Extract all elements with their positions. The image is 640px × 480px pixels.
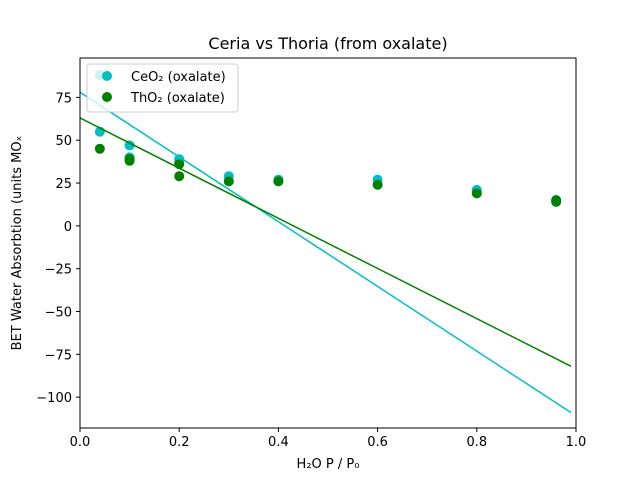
- x-tick-label: 0.6: [367, 435, 388, 450]
- y-axis: 75 50 25 0 −25 −50 −75 −100: [36, 91, 80, 406]
- x-tick-label: 1.0: [566, 435, 587, 450]
- y-tick-label: 50: [55, 134, 72, 149]
- data-point-tho2: [124, 155, 135, 166]
- y-tick-label: −100: [36, 391, 72, 406]
- x-tick-label: 0.8: [466, 435, 487, 450]
- x-tick-label: 0.4: [268, 435, 289, 450]
- plot-frame: [79, 57, 577, 429]
- y-tick-label: −50: [45, 306, 72, 321]
- data-point-tho2: [551, 196, 562, 207]
- fit-line-tho2: [80, 117, 572, 368]
- y-tick-label: 75: [55, 91, 72, 106]
- x-tick-label: 0.0: [70, 435, 91, 450]
- chart-title: Ceria vs Thoria (from oxalate): [208, 34, 447, 53]
- data-point-tho2: [174, 171, 185, 182]
- data-point-ceo2: [124, 140, 135, 151]
- legend-label-tho2: ThO₂ (oxalate): [130, 91, 225, 106]
- x-axis-label: H₂O P / P₀: [297, 457, 360, 472]
- legend-box: [86, 63, 239, 113]
- data-point-tho2: [372, 179, 383, 190]
- data-point-tho2: [223, 176, 234, 187]
- y-tick-label: 0: [64, 220, 72, 235]
- x-axis: 0.0 0.2 0.4 0.6 0.8 1.0: [70, 428, 587, 450]
- legend-label-ceo2: CeO₂ (oxalate): [131, 70, 226, 85]
- y-tick-label: −25: [45, 263, 72, 278]
- data-point-tho2: [471, 188, 482, 199]
- data-point-tho2: [94, 143, 105, 154]
- data-point-tho2: [273, 176, 284, 187]
- y-tick-label: −75: [45, 348, 72, 363]
- fit-line-ceo2: [80, 91, 572, 414]
- y-axis-label: BET Water Absorbtion (units MOₓ: [10, 135, 25, 350]
- legend-marker-ceo2: [102, 71, 112, 81]
- data-point-tho2: [174, 159, 185, 170]
- legend: CeO₂ (oxalate) ThO₂ (oxalate): [86, 63, 239, 113]
- x-tick-label: 0.2: [169, 435, 190, 450]
- legend-marker-tho2: [102, 92, 112, 102]
- y-tick-label: 25: [55, 177, 72, 192]
